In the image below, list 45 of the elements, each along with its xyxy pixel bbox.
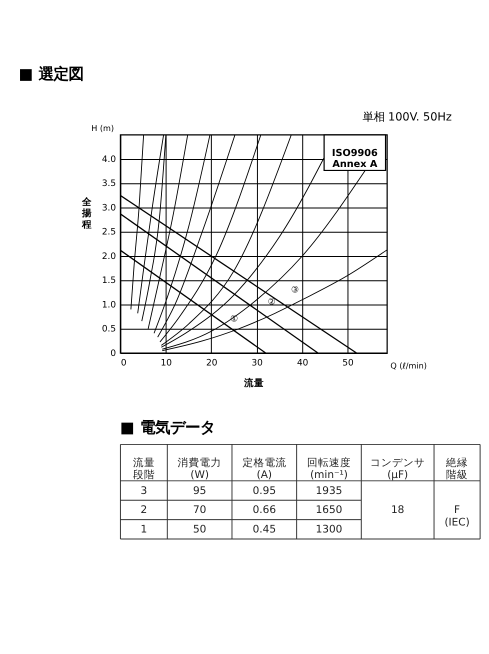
y-tick-label: 2.0 (102, 252, 116, 262)
y-tick-label: 1.0 (102, 300, 116, 310)
x-tick-label: 20 (206, 358, 218, 369)
text: F (IEC) (444, 504, 470, 528)
text: 0.45 (252, 524, 276, 536)
text: 50 (192, 524, 206, 536)
y-tick-label: 2.5 (102, 228, 116, 238)
text: ■ 電気データ (120, 418, 215, 437)
category-label: 消費電力(W) (178, 456, 222, 481)
x-tick-label: 0 (120, 358, 127, 369)
text: 1935 (316, 484, 342, 497)
y-axis-title: 全揚程 (80, 196, 93, 231)
text: 2 (140, 504, 148, 516)
category-label: 回転速度(min⁻¹) (306, 456, 351, 481)
x-tick-label: 30 (252, 358, 264, 369)
y-tick-label: 4.0 (102, 154, 116, 165)
category-label: 定格電流(A) (242, 456, 286, 481)
y-tick-label: 3.0 (102, 203, 116, 214)
x-axis-title: 流量 (243, 376, 264, 389)
x-tick-label: 40 (296, 358, 309, 369)
y-tick-label: 1.5 (102, 276, 116, 286)
text: 95 (192, 484, 206, 497)
text: 1300 (316, 524, 342, 536)
y-tick-label: 3.5 (102, 179, 116, 190)
annotation: ③ (290, 285, 299, 296)
x-tick-label: 50 (342, 358, 354, 369)
text: Q (ℓ/min) (390, 360, 427, 370)
text: 0.95 (252, 484, 276, 497)
annotation: ISO9906 Annex A (332, 148, 378, 170)
annotation: ② (268, 298, 276, 308)
text: 70 (192, 504, 206, 516)
text: 1650 (316, 504, 342, 516)
x-tick-label: 10 (160, 358, 172, 369)
text: 1 (140, 524, 148, 536)
chart-subtitle: 単相 100V. 50Hz (362, 110, 452, 124)
category-label: コンデンサ(μF) (370, 456, 426, 481)
text: H (m) (91, 122, 114, 133)
category-label: 絶縁階級 (445, 456, 468, 481)
text: 3 (140, 484, 148, 497)
y-tick-label: 0.5 (102, 324, 116, 335)
y-tick-label: 0 (110, 348, 116, 359)
text: 0.66 (252, 504, 276, 516)
text: 18 (390, 504, 404, 516)
chart-title: ■ 選定図 (18, 65, 84, 84)
category-label: 流量段階 (132, 456, 155, 481)
